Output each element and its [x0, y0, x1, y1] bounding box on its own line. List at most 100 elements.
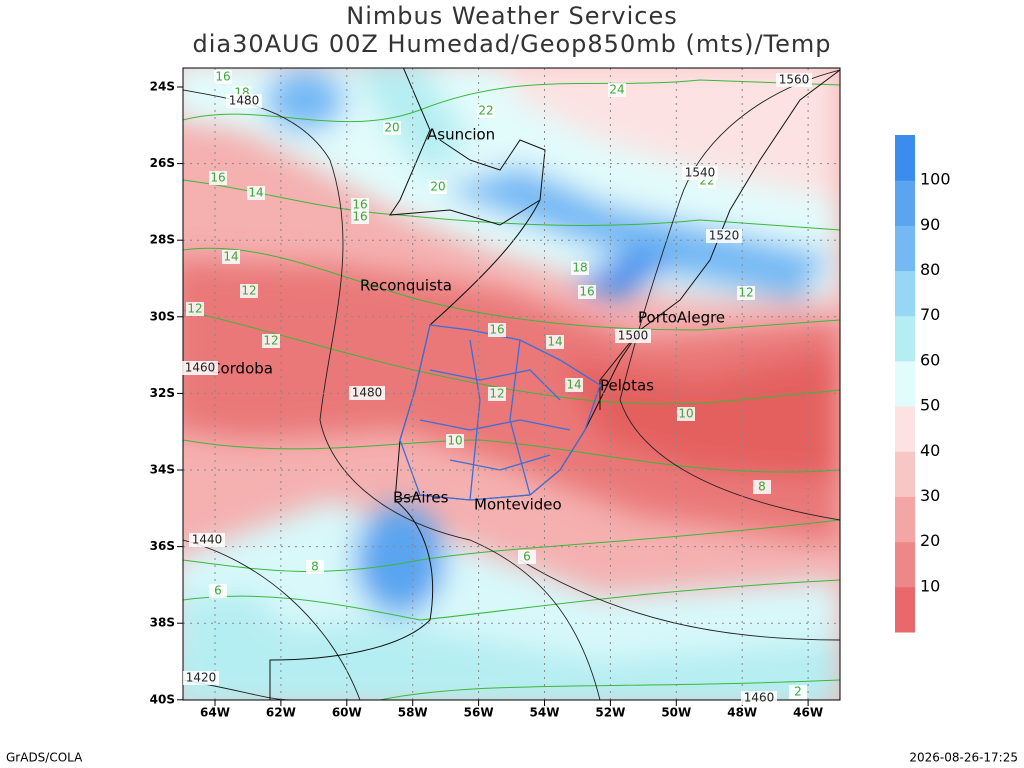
- label-box: [383, 121, 401, 135]
- label-box: [571, 261, 589, 275]
- lat-label: 38S: [150, 616, 175, 630]
- temperature-label: 12: [263, 334, 278, 348]
- lon-label: 50W: [661, 706, 691, 720]
- colorbar-swatch: [895, 225, 915, 272]
- label-box: [182, 361, 218, 375]
- colorbar-swatch: [895, 315, 915, 362]
- label-box: [351, 198, 369, 212]
- label-box: [429, 180, 447, 194]
- lon-label: 64W: [200, 706, 230, 720]
- label-box: [186, 302, 204, 316]
- lat-label: 36S: [150, 539, 175, 553]
- height-label: 1560: [779, 73, 810, 87]
- temperature-label: 12: [738, 286, 753, 300]
- temperature-label: 12: [187, 302, 202, 316]
- lat-label: 30S: [150, 309, 175, 323]
- lat-label: 34S: [150, 463, 175, 477]
- temperature-label: 14: [248, 186, 263, 200]
- cities: Asuncion Reconquista PortoAlegre Cordoba…: [210, 126, 725, 514]
- label-box: [262, 334, 280, 348]
- lon-label: 48W: [727, 706, 757, 720]
- colorbar-label: 70: [920, 305, 940, 324]
- colorbar-swatch: [895, 496, 915, 543]
- temperature-label: 10: [447, 434, 462, 448]
- temperature-label: 16: [210, 171, 225, 185]
- temperature-label: 6: [523, 550, 531, 564]
- label-box: [351, 210, 369, 224]
- label-box: [753, 480, 771, 494]
- temperature-label: 16: [215, 70, 230, 84]
- city-label: Cordoba: [210, 360, 273, 378]
- city-label: PortoAlegre: [638, 309, 725, 327]
- label-box: [682, 166, 718, 180]
- temperature-label: 16: [489, 323, 504, 337]
- label-box: [706, 229, 742, 243]
- temperature-label: 12: [241, 284, 256, 298]
- label-box: [240, 284, 258, 298]
- temperature-label: 8: [758, 480, 766, 494]
- colorbar-swatch: [895, 180, 915, 226]
- label-box: [306, 560, 324, 574]
- label-box: [349, 386, 385, 400]
- temperature-label: 10: [678, 407, 693, 421]
- label-box: [189, 533, 225, 547]
- label-box: [488, 387, 506, 401]
- title: Nimbus Weather Services: [346, 2, 677, 30]
- height-label: 1480: [229, 94, 260, 108]
- height-label: 1460: [185, 361, 216, 375]
- height-label: 1480: [352, 386, 383, 400]
- label-box: [488, 323, 506, 337]
- height-label: 1460: [744, 691, 775, 705]
- label-box: [209, 171, 227, 185]
- temperature-label: 16: [352, 198, 367, 212]
- temperature-label: 16: [352, 210, 367, 224]
- label-box: [183, 671, 219, 685]
- lon-label: 56W: [464, 706, 494, 720]
- label-box: [477, 104, 495, 118]
- colorbar-swatch: [895, 270, 915, 317]
- label-box: [776, 73, 812, 87]
- subtitle: dia30AUG 00Z Humedad/Geop850mb (mts)/Tem…: [192, 30, 831, 58]
- label-box: [546, 335, 564, 349]
- temperature-label: 22: [478, 104, 493, 118]
- map-frame: [182, 67, 841, 701]
- label-box: [214, 70, 232, 84]
- colorbar-label: 20: [920, 531, 940, 550]
- label-box: [578, 285, 596, 299]
- temperature-label: 16: [579, 285, 594, 299]
- lon-label: 52W: [595, 706, 625, 720]
- temperature-label: 14: [566, 378, 581, 392]
- label-box: [608, 83, 626, 97]
- lat-label: 26S: [150, 156, 175, 170]
- height-label: 1440: [192, 533, 223, 547]
- label-box: [677, 407, 695, 421]
- label-box: [789, 685, 807, 699]
- city-label: Pelotas: [600, 377, 654, 395]
- temperature-label: 24: [609, 83, 624, 97]
- label-box: [741, 691, 777, 705]
- height-label: 1420: [186, 671, 217, 685]
- colorbar-label: 10: [920, 576, 940, 595]
- lat-label: 40S: [150, 692, 175, 706]
- lat-label: 28S: [150, 233, 175, 247]
- temperature-label: 14: [547, 335, 562, 349]
- temperature-label: 14: [223, 250, 238, 264]
- colorbar-swatch: [895, 451, 915, 497]
- colorbar-swatch: [895, 135, 915, 181]
- label-box: [209, 584, 227, 598]
- label-box: [737, 286, 755, 300]
- colorbar-swatch: [895, 541, 915, 588]
- footer-left: GrADS/COLA: [6, 751, 83, 765]
- city-label: Asuncion: [427, 126, 495, 144]
- label-box: [615, 329, 651, 343]
- label-box: [226, 94, 262, 108]
- lat-label: 32S: [150, 386, 175, 400]
- colorbar-label: 50: [920, 396, 940, 415]
- lon-label: 46W: [793, 706, 823, 720]
- temperature-label: 18: [572, 261, 587, 275]
- colorbar-label: 40: [920, 441, 940, 460]
- humidity-field: [183, 68, 840, 700]
- colorbar: 10 20 30 40 50 60 70 80 90 100: [895, 135, 951, 633]
